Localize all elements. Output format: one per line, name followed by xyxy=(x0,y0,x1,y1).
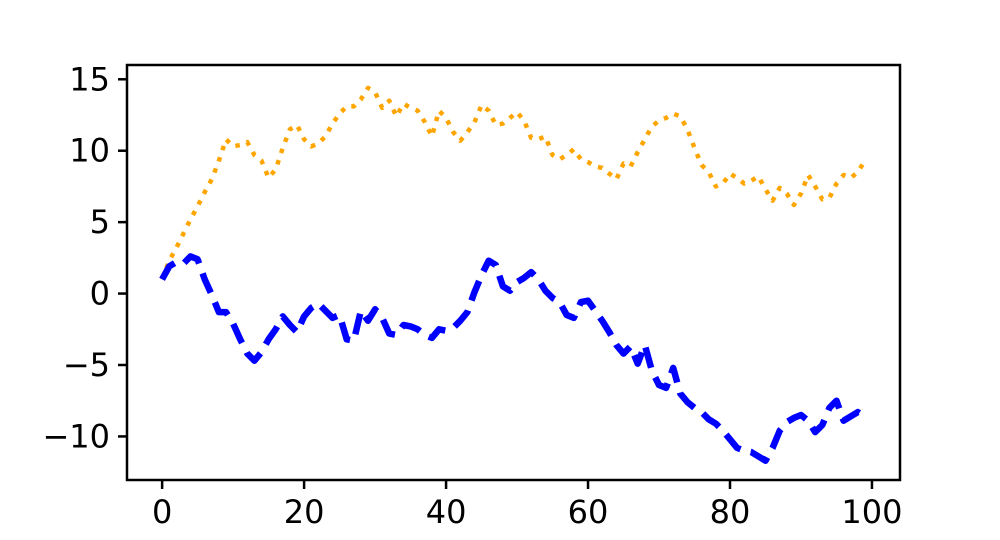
plot-background xyxy=(127,65,900,480)
x-tick-label: 60 xyxy=(568,493,609,531)
x-tick-label: 0 xyxy=(152,493,172,531)
x-tick-label: 100 xyxy=(841,493,902,531)
spines-rect xyxy=(125,63,902,482)
x-tick-label: 20 xyxy=(284,493,325,531)
y-axis: 15 10 5 0 −5 −10 xyxy=(42,60,127,455)
axes-spines xyxy=(125,63,902,482)
x-tick-label: 40 xyxy=(426,493,467,531)
x-tick-label: 80 xyxy=(710,493,751,531)
y-tick-label: 10 xyxy=(69,132,110,170)
y-tick-label: 5 xyxy=(90,203,110,241)
y-tick-label: 15 xyxy=(69,60,110,98)
y-tick-label: 0 xyxy=(90,275,110,313)
y-tick-label: −10 xyxy=(42,417,110,455)
plot-area xyxy=(127,65,900,480)
y-tick-label: −5 xyxy=(63,346,110,384)
x-axis: 0 20 40 60 80 100 xyxy=(152,480,903,531)
